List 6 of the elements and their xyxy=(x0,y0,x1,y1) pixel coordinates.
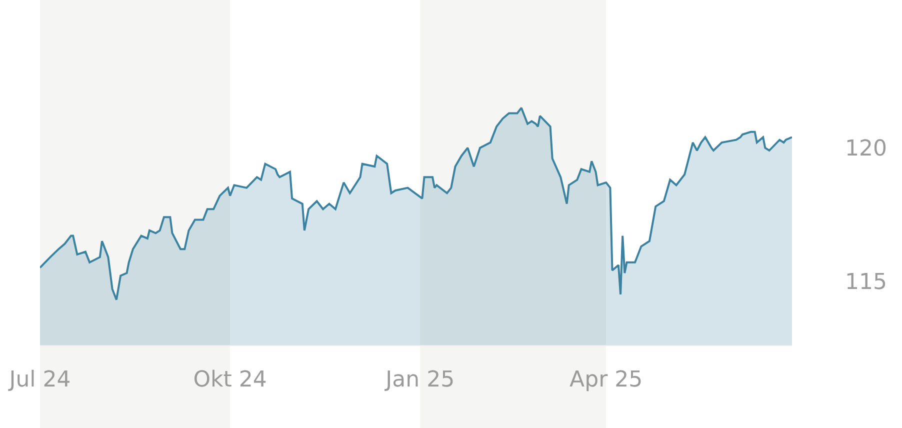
x-tick-label: Okt 24 xyxy=(193,367,267,392)
x-tick-label: Apr 25 xyxy=(570,367,643,392)
y-tick-label: 115 xyxy=(845,270,887,295)
x-tick-label: Jul 24 xyxy=(7,367,71,392)
x-tick-label: Jan 25 xyxy=(384,367,455,392)
y-tick-label: 120 xyxy=(845,136,887,162)
